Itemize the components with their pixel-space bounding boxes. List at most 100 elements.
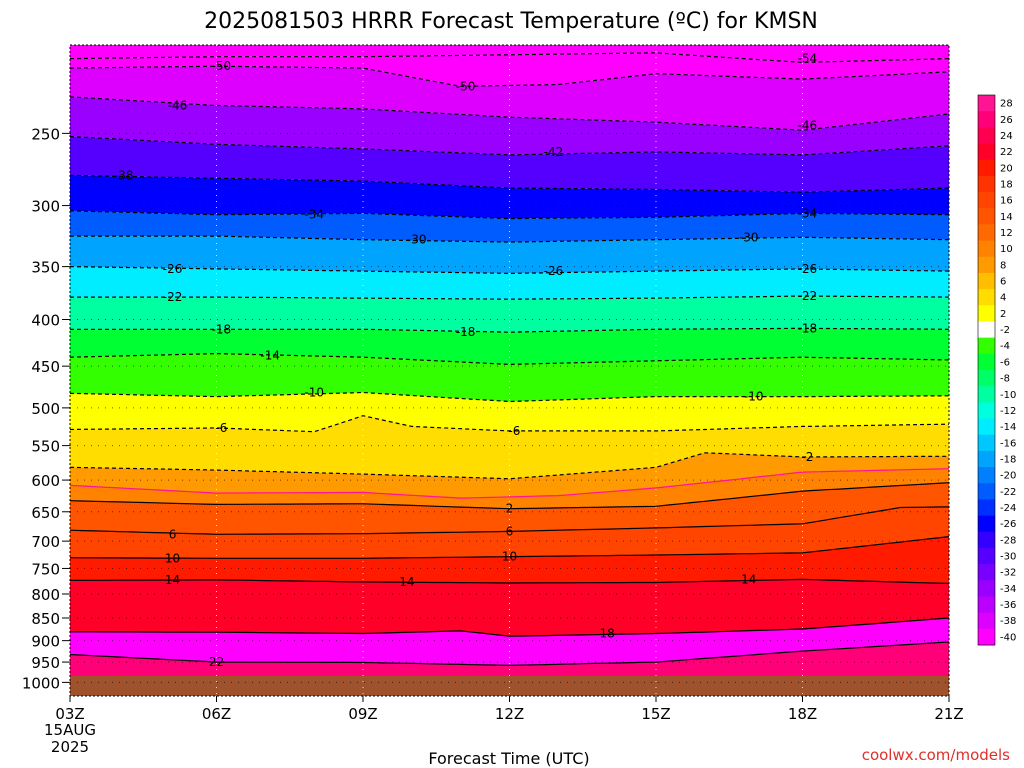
colorbar-label: -12	[1000, 406, 1016, 417]
isotherm-line	[70, 506, 949, 535]
temp-band	[70, 45, 949, 63]
colorbar-label: 4	[1000, 293, 1006, 304]
isotherm-contours	[70, 52, 949, 667]
x-tick-label: 15Z	[641, 705, 670, 723]
isotherm-label: 6	[169, 527, 177, 541]
isotherm-line	[70, 578, 949, 585]
colorbar-swatch	[978, 224, 995, 242]
y-axis-pressure: 250 300 350 400 450 500 550 600 650 700 750 800 850 9…	[22, 125, 70, 692]
colorbar-label: -40	[1000, 632, 1016, 643]
y-tick-label: 850	[31, 610, 60, 628]
colorbar-label: -38	[1000, 616, 1016, 627]
colorbar-label: 26	[1000, 115, 1013, 126]
isotherm-label: -2	[801, 450, 813, 464]
y-tick-label: 650	[31, 504, 60, 522]
isotherm-label: -6	[215, 421, 227, 435]
temp-band	[70, 210, 949, 243]
isotherm-line	[70, 65, 949, 87]
colorbar-swatch	[978, 564, 995, 581]
colorbar-swatch	[978, 450, 995, 468]
x-tick-label: 06Z	[202, 705, 231, 723]
colorbar-swatch	[978, 531, 995, 549]
colorbar-label: -36	[1000, 600, 1016, 611]
colorbar-label: -26	[1000, 519, 1016, 530]
colorbar-swatch	[978, 467, 995, 484]
colorbar-swatch	[978, 547, 995, 565]
colorbar-swatch	[978, 192, 995, 209]
colorbar-swatch	[978, 272, 995, 290]
chart-title: 2025081503 HRRR Forecast Temperature (ºC…	[204, 9, 818, 34]
temp-band	[70, 66, 949, 131]
temperature-colorbar: 28 26 24 22 20 18 16 14 12 10 8 6 4 2 -2 -4 -6 -8 -10 -12 -1…	[977, 94, 1016, 646]
colorbar-label: -8	[1000, 374, 1010, 385]
colorbar-swatch	[978, 321, 995, 339]
temperature-fill-area	[70, 45, 949, 696]
colorbar-swatch	[978, 111, 995, 128]
temp-band	[70, 506, 949, 559]
below-ground-area	[70, 675, 949, 696]
colorbar-label: 6	[1000, 277, 1006, 288]
isotherm-label: -34	[798, 206, 818, 220]
temp-band	[70, 392, 949, 432]
isotherm-label: -10	[304, 386, 324, 400]
temp-band	[70, 96, 949, 155]
y-tick-label: 750	[31, 560, 60, 578]
isotherm-line	[70, 452, 949, 480]
isotherm-label: -26	[163, 262, 183, 276]
isotherm-line	[70, 482, 949, 510]
colorbar-swatch	[978, 143, 995, 161]
plot-grid	[70, 45, 949, 696]
isotherm-label: 14	[165, 573, 180, 587]
colorbar-swatch	[978, 612, 995, 630]
x-tick-label: 12Z	[495, 705, 524, 723]
y-tick-label: 400	[31, 312, 60, 330]
colorbar-swatch	[978, 499, 995, 517]
colorbar-label: -14	[1000, 422, 1016, 433]
isotherm-label: 14	[399, 575, 414, 589]
temp-band	[70, 536, 949, 584]
x-tick-label: 18Z	[788, 705, 817, 723]
temp-band	[70, 296, 949, 333]
isotherm-label: -46	[168, 98, 188, 112]
y-tick-label: 1000	[22, 674, 60, 692]
isotherm-label: -18	[456, 325, 476, 339]
x-tick-label: 03Z	[55, 705, 84, 723]
isotherm-label: 6	[506, 524, 514, 538]
colorbar-swatch	[978, 256, 995, 274]
colorbar-label: -22	[1000, 487, 1016, 498]
isotherm-label: -50	[212, 59, 232, 73]
isotherm-label: 10	[165, 551, 180, 565]
x-date-label-year: 2025	[51, 738, 89, 756]
isotherm-label: -10	[744, 390, 764, 404]
colorbar-swatch	[978, 628, 995, 646]
isotherm-label: -18	[798, 321, 818, 335]
colorbar-swatch	[978, 240, 995, 258]
colorbar-label: -6	[1000, 357, 1010, 368]
isotherm-label: -22	[798, 289, 818, 303]
colorbar-swatch	[978, 483, 995, 500]
isotherm-label: -18	[212, 322, 232, 336]
colorbar-label: 20	[1000, 163, 1013, 174]
isotherm-label: -34	[304, 208, 324, 222]
y-tick-label: 250	[31, 125, 60, 143]
temp-band	[70, 618, 949, 666]
isotherm-label: -30	[739, 230, 759, 244]
colorbar-swatch	[978, 305, 995, 322]
isotherm-label: -46	[798, 118, 818, 132]
isotherm-label: 2	[506, 502, 514, 516]
colorbar-label: 18	[1000, 179, 1013, 190]
y-tick-label: 450	[31, 358, 60, 376]
isotherm-line	[70, 641, 949, 667]
x-tick-label: 21Z	[934, 705, 963, 723]
temp-band	[70, 452, 949, 499]
colorbar-swatch	[978, 402, 995, 420]
isotherm-label: -22	[163, 290, 183, 304]
y-tick-label: 500	[31, 400, 60, 418]
temp-band	[70, 266, 949, 300]
x-date-label-day: 15AUG	[44, 721, 96, 739]
colorbar-swatch	[978, 370, 995, 387]
isotherm-label: -54	[798, 52, 818, 66]
isotherm-label: -26	[798, 262, 818, 276]
isotherm-label: -30	[407, 233, 427, 247]
